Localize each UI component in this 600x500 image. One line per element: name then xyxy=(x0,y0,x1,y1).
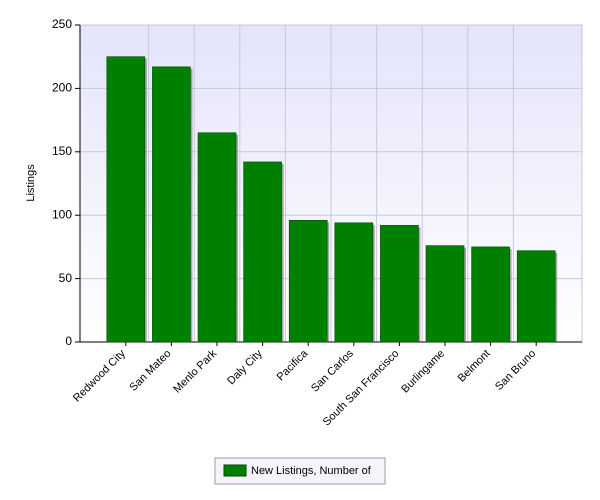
x-tick-label: Redwood City xyxy=(71,347,128,404)
x-tick-label: Burlingame xyxy=(399,348,447,396)
legend-label: New Listings, Number of xyxy=(251,465,372,477)
bar xyxy=(425,245,465,343)
bar xyxy=(106,56,146,343)
y-tick-label: 150 xyxy=(52,144,72,158)
bar xyxy=(471,246,510,343)
bar xyxy=(334,222,374,343)
y-tick-label: 50 xyxy=(59,271,73,285)
bar xyxy=(380,225,419,343)
y-tick-label: 250 xyxy=(52,17,72,31)
bar xyxy=(516,250,556,343)
x-tick-label: Belmont xyxy=(456,348,493,385)
y-tick-label: 200 xyxy=(52,81,72,95)
legend-swatch xyxy=(223,464,247,477)
y-tick-label: 100 xyxy=(52,207,72,221)
x-tick-label: San Bruno xyxy=(493,348,538,393)
x-tick-label: South San Francisco xyxy=(321,348,402,429)
bar xyxy=(288,219,328,343)
x-tick-label: Daly City xyxy=(225,347,265,387)
bar xyxy=(243,161,282,343)
y-axis-label: Listings xyxy=(25,164,37,202)
bar xyxy=(197,132,237,343)
x-tick-label: Menlo Park xyxy=(171,347,219,395)
x-tick-label: Pacifica xyxy=(275,347,311,383)
bar xyxy=(152,66,191,343)
y-tick-label: 0 xyxy=(65,334,72,348)
x-tick-label: San Carlos xyxy=(309,347,356,394)
x-tick-label: San Mateo xyxy=(127,348,173,394)
